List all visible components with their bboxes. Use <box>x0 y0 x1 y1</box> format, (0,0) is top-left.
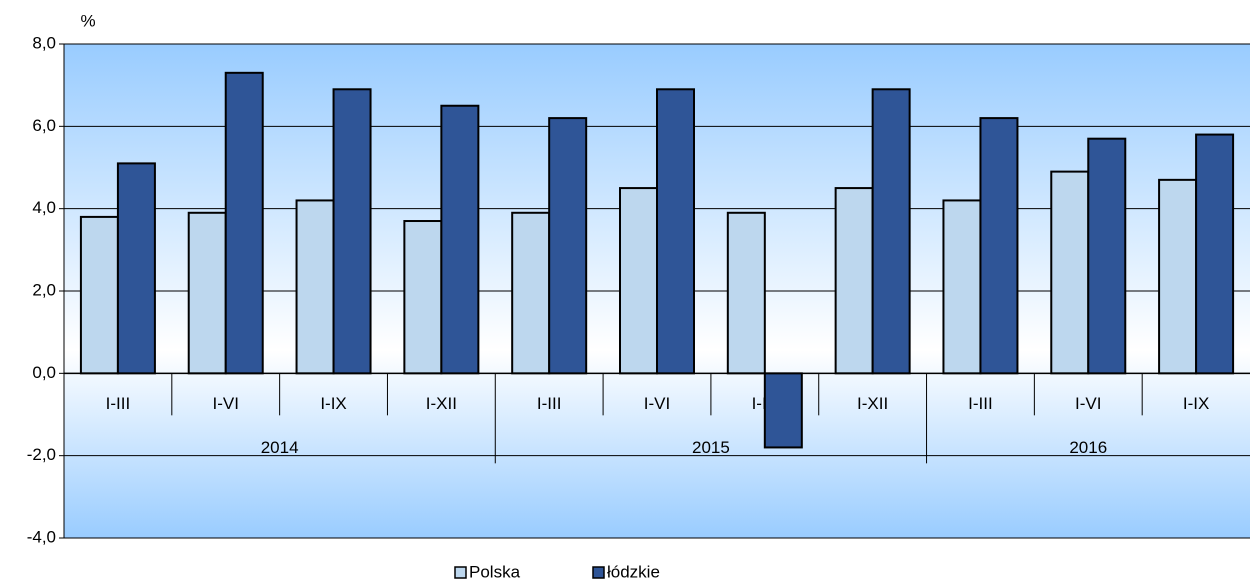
bar <box>619 187 658 375</box>
bar <box>79 215 119 375</box>
legend-swatch <box>454 566 467 579</box>
x-tick-label: I-VI <box>213 394 239 413</box>
x-tick-label: I-III <box>968 394 993 413</box>
x-tick-label: I-VI <box>644 394 670 413</box>
y-tick-label: 0,0 <box>32 363 56 382</box>
y-tick-label: 8,0 <box>32 33 56 52</box>
bar <box>726 211 766 375</box>
y-tick-label: -4,0 <box>27 527 56 546</box>
legend-label: Polska <box>469 562 521 581</box>
bar <box>942 199 982 375</box>
x-tick-label: I-XII <box>857 394 888 413</box>
y-unit: % <box>80 11 95 30</box>
bar <box>548 117 588 375</box>
y-tick-label: 6,0 <box>32 116 56 135</box>
bar <box>1195 133 1235 375</box>
bar <box>403 220 443 375</box>
y-tick-label: 4,0 <box>32 198 56 217</box>
x-tick-label: I-IX <box>320 394 346 413</box>
bar <box>979 117 1019 375</box>
y-tick-label: 2,0 <box>32 280 56 299</box>
bar <box>1050 170 1090 375</box>
bar <box>511 211 551 375</box>
bar <box>834 187 874 375</box>
bar <box>224 71 264 375</box>
y-tick-label: -2,0 <box>27 445 56 464</box>
bar <box>656 88 695 375</box>
bar <box>116 162 156 375</box>
bar <box>1158 178 1198 375</box>
x-tick-label: I-XII <box>426 394 457 413</box>
bar <box>871 88 911 375</box>
x-tick-label: I-III <box>537 394 562 413</box>
x-tick-label: I-IX <box>1183 394 1209 413</box>
bar <box>1087 137 1127 375</box>
group-label: 2016 <box>1069 438 1107 457</box>
bar <box>440 104 480 375</box>
group-label: 2015 <box>692 438 730 457</box>
legend-label: łódzkie <box>607 562 660 581</box>
group-label: 2014 <box>261 438 299 457</box>
x-tick-label: I-VI <box>1075 394 1101 413</box>
bar <box>332 88 372 375</box>
legend-swatch <box>592 566 605 579</box>
bar <box>763 372 803 449</box>
bar <box>295 199 335 375</box>
x-tick-label: I-III <box>106 394 131 413</box>
bar <box>187 211 227 375</box>
